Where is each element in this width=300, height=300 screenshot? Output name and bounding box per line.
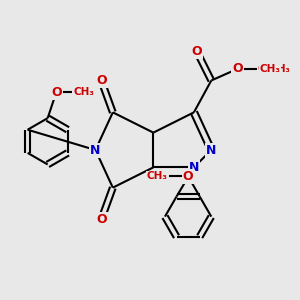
Text: N: N xyxy=(90,143,100,157)
Text: O: O xyxy=(232,62,243,75)
Text: O: O xyxy=(96,213,106,226)
Text: O: O xyxy=(51,85,62,99)
Text: O: O xyxy=(191,45,202,58)
Text: O: O xyxy=(183,170,194,183)
Text: N: N xyxy=(206,143,217,157)
Text: CH₃: CH₃ xyxy=(259,64,280,74)
Text: O–CH₃: O–CH₃ xyxy=(258,64,290,74)
Text: O: O xyxy=(96,74,106,87)
Text: CH₃: CH₃ xyxy=(147,171,168,181)
Text: CH₃: CH₃ xyxy=(74,87,95,97)
Text: N: N xyxy=(189,161,199,174)
